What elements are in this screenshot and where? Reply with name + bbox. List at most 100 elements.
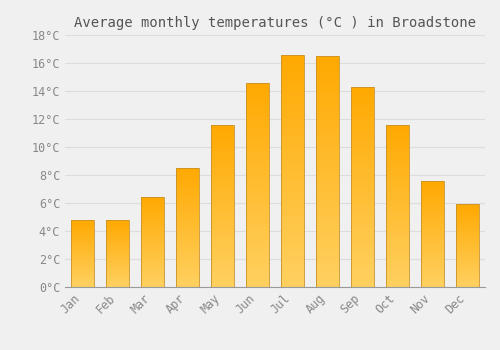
Bar <box>456 267 479 268</box>
Bar <box>281 168 304 171</box>
Bar <box>246 205 269 208</box>
Bar <box>141 262 164 264</box>
Bar <box>456 244 479 245</box>
Bar <box>141 275 164 276</box>
Bar <box>211 127 234 129</box>
Bar <box>176 174 199 175</box>
Bar <box>106 250 129 251</box>
Bar <box>351 142 374 144</box>
Bar <box>106 255 129 256</box>
Bar <box>71 252 94 253</box>
Bar <box>281 197 304 200</box>
Bar <box>71 260 94 261</box>
Bar <box>386 181 409 183</box>
Bar <box>246 167 269 169</box>
Bar <box>106 259 129 260</box>
Bar <box>351 164 374 167</box>
Bar <box>176 214 199 216</box>
Bar <box>421 255 444 257</box>
Bar <box>71 249 94 250</box>
Bar <box>246 238 269 241</box>
Bar <box>281 252 304 255</box>
Bar <box>386 125 409 127</box>
Bar <box>71 251 94 252</box>
Bar <box>456 230 479 231</box>
Bar <box>351 212 374 215</box>
Bar <box>141 219 164 220</box>
Bar <box>386 208 409 210</box>
Bar <box>386 141 409 143</box>
Bar <box>386 149 409 151</box>
Bar <box>316 212 339 215</box>
Bar <box>316 62 339 65</box>
Bar <box>316 99 339 102</box>
Bar <box>421 214 444 215</box>
Bar <box>351 94 374 97</box>
Bar <box>351 87 374 89</box>
Bar <box>421 223 444 224</box>
Bar <box>281 185 304 188</box>
Bar <box>141 272 164 274</box>
Bar <box>141 282 164 284</box>
Bar <box>421 201 444 202</box>
Bar <box>176 198 199 199</box>
Bar <box>106 279 129 280</box>
Bar <box>281 209 304 211</box>
Bar <box>71 237 94 238</box>
Bar <box>211 188 234 190</box>
Bar <box>351 250 374 252</box>
Bar <box>456 254 479 255</box>
Bar <box>246 195 269 197</box>
Bar <box>176 201 199 202</box>
Bar <box>351 192 374 194</box>
Bar <box>71 248 94 249</box>
Bar <box>316 250 339 252</box>
Bar <box>421 212 444 214</box>
Bar <box>316 244 339 246</box>
Bar <box>421 222 444 223</box>
Bar <box>106 248 129 249</box>
Bar <box>141 198 164 200</box>
Bar <box>316 74 339 76</box>
Bar <box>281 133 304 136</box>
Bar <box>351 215 374 217</box>
Bar <box>316 220 339 223</box>
Bar <box>316 223 339 226</box>
Bar <box>351 167 374 169</box>
Bar <box>211 283 234 285</box>
Bar <box>176 218 199 220</box>
Bar <box>351 92 374 94</box>
Bar <box>421 182 444 183</box>
Bar <box>281 119 304 121</box>
Bar <box>351 89 374 92</box>
Bar <box>211 279 234 281</box>
Bar <box>351 217 374 219</box>
Bar <box>211 262 234 265</box>
Bar <box>421 190 444 191</box>
Bar <box>351 239 374 242</box>
Bar <box>141 277 164 278</box>
Bar <box>456 266 479 267</box>
Bar <box>106 267 129 268</box>
Bar <box>211 177 234 180</box>
Bar <box>246 223 269 226</box>
Bar <box>211 208 234 210</box>
Bar <box>456 208 479 209</box>
Bar <box>421 235 444 237</box>
Bar <box>176 222 199 223</box>
Bar <box>281 220 304 223</box>
Bar <box>246 154 269 157</box>
Bar <box>141 250 164 251</box>
Bar <box>71 283 94 284</box>
Bar <box>71 224 94 225</box>
Bar <box>316 114 339 117</box>
Bar <box>351 127 374 130</box>
Bar <box>386 163 409 165</box>
Bar <box>421 254 444 255</box>
Bar <box>176 183 199 184</box>
Bar <box>211 230 234 232</box>
Bar <box>386 175 409 177</box>
Bar <box>141 199 164 201</box>
Bar <box>211 216 234 218</box>
Bar <box>211 214 234 216</box>
